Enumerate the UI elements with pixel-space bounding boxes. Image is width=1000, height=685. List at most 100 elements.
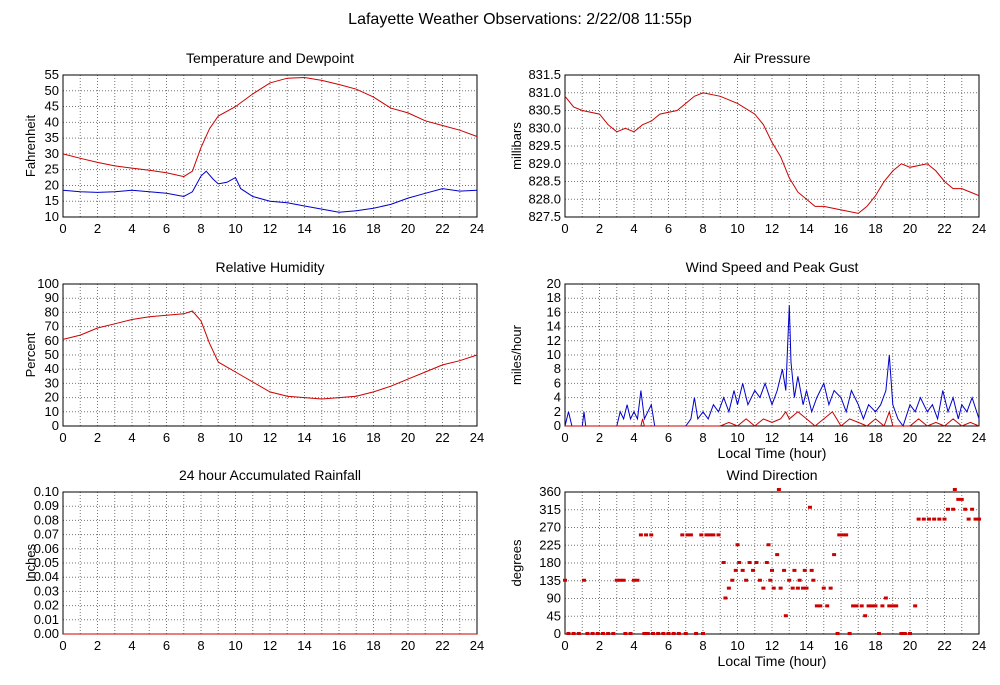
temp-x-tick-label: 4 — [128, 221, 135, 236]
wind-y-tick-label: 4 — [554, 390, 561, 405]
humidity-y-tick-label: 90 — [45, 290, 59, 305]
winddir-point — [804, 586, 809, 590]
temp-y-tick-label: 45 — [45, 99, 59, 114]
winddir-point — [649, 533, 654, 537]
humidity-y-tick-label: 50 — [45, 347, 59, 362]
winddir-point — [621, 578, 626, 582]
winddir-point — [783, 614, 788, 618]
pressure-x-tick-label: 24 — [972, 221, 986, 236]
pressure-y-tick-label: 828.5 — [528, 174, 561, 189]
pressure-x-tick-label: 4 — [630, 221, 637, 236]
winddir-x-tick-label: 4 — [630, 638, 637, 653]
pressure-series-0-line — [564, 92, 980, 214]
winddir-point — [876, 632, 881, 635]
winddir-point — [792, 568, 797, 572]
temp-x-tick-label: 14 — [297, 221, 311, 236]
wind-x-tick-label: 12 — [765, 430, 779, 445]
rain-y-tick-label: 0.02 — [34, 598, 59, 613]
winddir-x-tick-label: 2 — [596, 638, 603, 653]
winddir-point — [832, 553, 837, 557]
winddir-point — [866, 604, 871, 608]
winddir-point — [951, 507, 956, 511]
winddir-point — [721, 561, 726, 564]
rain-x-tick-label: 16 — [332, 638, 346, 653]
temp-x-tick-label: 12 — [263, 221, 277, 236]
humidity-title: Relative Humidity — [216, 259, 325, 275]
pressure-title: Air Pressure — [733, 50, 810, 66]
humidity-x-tick-label: 14 — [297, 430, 311, 445]
humidity-x-tick-label: 18 — [366, 430, 380, 445]
rain-y-tick-label: 0.10 — [34, 484, 59, 499]
humidity-y-tick-label: 70 — [45, 319, 59, 334]
winddir-point — [740, 568, 745, 572]
winddir-point — [701, 632, 705, 635]
wind-y-tick-label: 14 — [547, 319, 561, 334]
winddir-point — [787, 578, 792, 582]
winddir-point — [863, 614, 868, 618]
winddir-y-tick-label: 180 — [539, 555, 561, 570]
winddir-point — [768, 578, 773, 582]
winddir-x-axis-label: Local Time (hour) — [718, 653, 827, 669]
winddir-point — [851, 604, 856, 608]
winddir-x-tick-label: 18 — [868, 638, 882, 653]
winddir-point — [963, 507, 968, 511]
winddir-point — [707, 533, 712, 537]
pressure-x-tick-label: 6 — [665, 221, 672, 236]
temp-y-tick-label: 40 — [45, 114, 59, 129]
winddir-point — [937, 517, 942, 521]
winddir-point — [966, 517, 971, 521]
humidity-y-axis-label: Percent — [23, 332, 38, 377]
winddir-point — [716, 533, 721, 537]
winddir-point — [614, 578, 619, 582]
rain-y-axis-label: Inches — [23, 543, 38, 582]
wind-x-tick-label: 18 — [868, 430, 882, 445]
humidity-x-tick-label: 20 — [401, 430, 415, 445]
winddir-point — [737, 561, 742, 564]
pressure-y-tick-label: 827.5 — [528, 209, 561, 224]
pressure-y-tick-label: 831.5 — [528, 67, 561, 82]
temp-y-tick-label: 15 — [45, 193, 59, 208]
humidity-y-tick-label: 0 — [52, 418, 59, 433]
pressure-x-tick-label: 10 — [730, 221, 744, 236]
rain-x-tick-label: 12 — [263, 638, 277, 653]
temp-y-tick-label: 55 — [45, 67, 59, 82]
temp-y-tick-label: 30 — [45, 146, 59, 161]
winddir-point — [840, 533, 845, 537]
winddir-title: Wind Direction — [726, 467, 817, 483]
humidity-y-tick-label: 60 — [45, 333, 59, 348]
humidity-x-tick-label: 2 — [94, 430, 101, 445]
winddir-point — [818, 604, 823, 608]
winddir-point — [942, 517, 947, 521]
winddir-x-tick-label: 8 — [699, 638, 706, 653]
rain-y-tick-label: 0.04 — [34, 569, 59, 584]
winddir-point — [835, 632, 840, 635]
humidity-x-tick-label: 22 — [435, 430, 449, 445]
winddir-point — [902, 632, 907, 635]
pressure-x-tick-label: 16 — [834, 221, 848, 236]
rain-x-tick-label: 6 — [163, 638, 170, 653]
winddir-y-tick-label: 270 — [539, 520, 561, 535]
winddir-point — [704, 533, 709, 537]
winddir-point — [642, 632, 647, 635]
pressure-x-tick-label: 14 — [799, 221, 813, 236]
pressure-x-tick-label: 8 — [699, 221, 706, 236]
winddir-point — [890, 604, 895, 608]
rain-x-tick-label: 22 — [435, 638, 449, 653]
temp-x-tick-label: 6 — [163, 221, 170, 236]
winddir-point — [977, 517, 981, 521]
winddir-point — [959, 497, 964, 501]
rain-y-tick-label: 0.08 — [34, 512, 59, 527]
winddir-point — [666, 632, 671, 635]
winddir-y-tick-label: 360 — [539, 484, 561, 499]
winddir-point — [887, 604, 892, 608]
humidity-x-tick-label: 10 — [228, 430, 242, 445]
humidity-x-tick-label: 12 — [263, 430, 277, 445]
rain-x-tick-label: 20 — [401, 638, 415, 653]
winddir-point — [913, 604, 918, 608]
winddir-point — [921, 517, 926, 521]
humidity-x-tick-label: 16 — [332, 430, 346, 445]
winddir-point — [694, 632, 699, 635]
wind-x-tick-label: 2 — [596, 430, 603, 445]
